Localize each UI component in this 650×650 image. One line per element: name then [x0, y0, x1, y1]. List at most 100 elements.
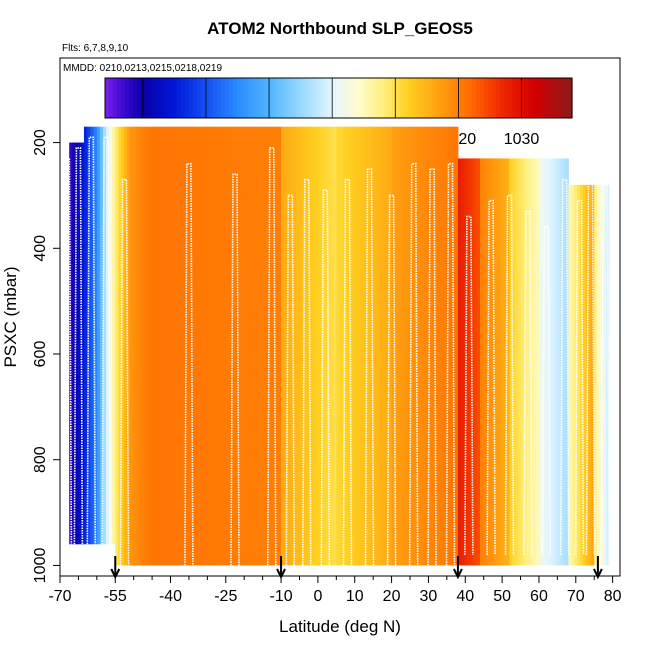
colorbar-swatch — [568, 78, 573, 118]
heatmap-cell — [415, 126, 420, 566]
colorbar: 9709809901000101010201030 — [104, 77, 573, 148]
heatmap-cell — [287, 126, 291, 566]
heatmap-cell — [266, 126, 270, 566]
heatmap-cell — [591, 184, 595, 566]
colorbar-swatch — [240, 78, 246, 118]
colorbar-swatch — [124, 78, 130, 118]
colorbar-swatch — [184, 78, 190, 118]
colorbar-swatch — [452, 78, 457, 118]
colorbar-swatch — [188, 78, 194, 118]
colorbar-swatch — [244, 78, 250, 118]
heatmap-cell — [442, 126, 447, 566]
colorbar-swatch — [412, 78, 417, 118]
heatmap-cell — [357, 126, 362, 566]
colorbar-swatch — [392, 78, 397, 118]
flight-track — [184, 162, 194, 566]
heatmap-cell — [577, 184, 581, 566]
flight-track — [119, 178, 130, 566]
colorbar-swatch — [348, 78, 354, 118]
colorbar-swatch — [120, 78, 126, 118]
colorbar-swatch — [108, 78, 114, 118]
x-tick-label: -55 — [104, 588, 127, 605]
colorbar-swatch — [344, 78, 350, 118]
y-tick-label: 200 — [32, 129, 49, 156]
flight-track — [486, 199, 496, 555]
heatmap-cell — [330, 126, 334, 566]
heatmap-cell — [127, 126, 131, 566]
heatmap-cell — [473, 158, 478, 566]
heatmap-cell — [518, 158, 522, 566]
heatmap-cell — [461, 158, 465, 566]
colorbar-swatch — [408, 78, 413, 118]
flight-track — [86, 136, 97, 545]
heatmap-cell — [363, 126, 368, 566]
heatmap-cell — [370, 126, 374, 566]
flight-track — [62, 157, 73, 545]
colorbar-swatch — [364, 78, 370, 118]
flights-label: Flts: 6,7,8,9,10 — [62, 43, 129, 54]
x-tick-label: 40 — [456, 588, 474, 605]
heatmap-cell — [433, 126, 438, 566]
x-tick-label: 20 — [383, 588, 401, 605]
heatmap-cell — [251, 126, 255, 566]
colorbar-swatch — [256, 78, 262, 118]
flight-track — [427, 168, 437, 566]
heatmap-cell — [467, 158, 472, 566]
heatmap-cell — [296, 126, 300, 566]
colorbar-swatch — [224, 78, 230, 118]
colorbar-swatch — [172, 78, 178, 118]
heatmap-cell — [185, 126, 189, 566]
colorbar-swatch — [560, 78, 565, 118]
colorbar-swatch — [176, 78, 182, 118]
heatmap-cell — [482, 158, 487, 566]
colorbar-swatch — [216, 78, 222, 118]
heatmap-cell — [476, 158, 481, 566]
x-tick-label: 70 — [567, 588, 585, 605]
heatmap-cell — [524, 158, 528, 566]
flight-track — [541, 226, 552, 555]
colorbar-swatch — [148, 78, 154, 118]
colorbar-swatch — [164, 78, 170, 118]
x-axis: -70 -55 -40 -25 -10 0 10 20 30 40 50 60 70 80 — [48, 576, 622, 605]
colorbar-swatch — [308, 78, 314, 118]
heatmap-cell — [574, 184, 578, 566]
heatmap-cell — [233, 126, 237, 566]
heatmap-cell — [512, 158, 516, 566]
heatmap-cell — [299, 126, 304, 566]
heatmap-cell — [379, 126, 383, 566]
heatmap-cell — [594, 184, 598, 566]
heatmap-cell — [497, 158, 502, 566]
colorbar-swatch — [520, 78, 525, 118]
heatmap-cell — [242, 126, 246, 566]
colorbar-swatch — [280, 78, 286, 118]
colorbar-swatch — [316, 78, 322, 118]
colorbar-swatch — [356, 78, 362, 118]
heatmap-cell — [550, 158, 555, 566]
colorbar-swatch — [476, 78, 481, 118]
heatmap-cell — [488, 158, 493, 566]
heatmap-cell — [500, 158, 505, 566]
heatmap-cell — [106, 126, 110, 545]
colorbar-swatch — [288, 78, 294, 118]
x-tick-label: -70 — [48, 588, 71, 605]
colorbar-swatch — [468, 78, 473, 118]
y-tick-label: 400 — [32, 235, 49, 262]
flight-track — [585, 178, 596, 555]
heatmap-cell — [209, 126, 213, 566]
heatmap-cell — [311, 126, 316, 566]
heatmap-cell — [230, 126, 234, 566]
colorbar-swatch — [460, 78, 465, 118]
colorbar-swatch — [444, 78, 449, 118]
flight-track — [445, 162, 456, 566]
colorbar-swatch — [564, 78, 569, 118]
heatmap-cell — [342, 126, 347, 566]
heatmap-cell — [585, 184, 589, 566]
heatmap-cell — [317, 126, 322, 566]
heatmap-cell — [391, 126, 396, 566]
colorbar-swatch — [160, 78, 166, 118]
heatmap-cell — [203, 126, 207, 566]
heatmap-cell — [182, 126, 186, 566]
heatmap-cell — [571, 184, 575, 566]
heatmap-cell — [136, 126, 140, 566]
